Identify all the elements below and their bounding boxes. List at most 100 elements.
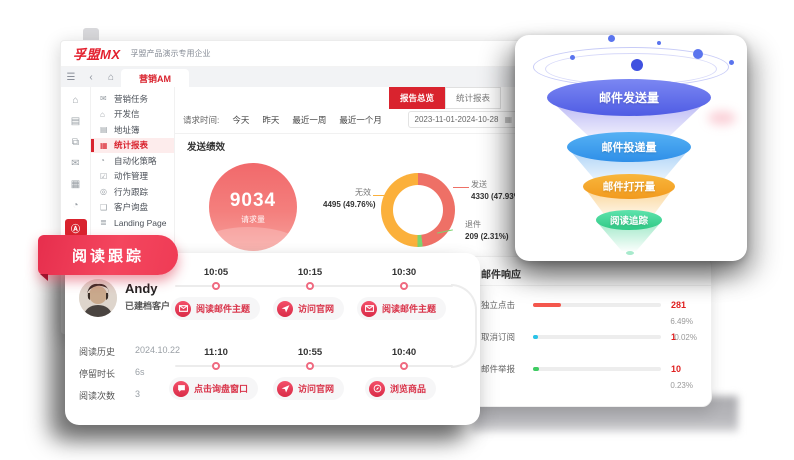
time-filter-row: 请求时间: 今天 昨天 最近一周 最近一个月 2023-11-01-2024-1… [183, 111, 519, 128]
action-pill-visit-site[interactable]: 访问官网 [273, 297, 345, 320]
email-funnel-card: 邮件发送量 邮件投递量 邮件打开量 阅读追踪 [515, 35, 747, 261]
timeline-time: 10:05 [203, 267, 229, 278]
timeline-node [306, 282, 314, 290]
org-name: 孚盟产品演示专用企业 [130, 49, 211, 58]
bubble-icon [608, 35, 615, 42]
mail-icon [175, 300, 191, 317]
timeline-node [212, 362, 220, 370]
back-icon[interactable]: ‹ [89, 71, 93, 83]
page-icon: ≣ [100, 218, 107, 228]
send-icon [277, 380, 293, 397]
metric-pct: 0.02% [674, 333, 697, 342]
app-logo: 孚盟MX [73, 47, 121, 62]
action-pill-read-mail[interactable]: 阅读邮件主题 [171, 297, 261, 320]
funnel-level-open: 邮件打开量 [583, 174, 675, 199]
action-pill-browse-products[interactable]: 浏览商品 [365, 377, 437, 400]
donut-label-invalid: 无效 4495 (49.76%) [323, 188, 376, 209]
nav-tab-marketing[interactable]: 营销AM [121, 69, 189, 87]
customer-name: Andy [125, 281, 158, 296]
metric-pct: 0.23% [670, 381, 693, 390]
sidebar-item-address-book[interactable]: ▤ 地址簿 [100, 124, 140, 135]
metric-bar [533, 303, 661, 307]
sidebar-item-automation[interactable]: ◔ 自动化策略 [100, 155, 157, 166]
mail-icon: ✉ [100, 94, 107, 104]
funnel-level-read: 阅读追踪 [596, 210, 662, 230]
sidebar-item-action-mgmt[interactable]: ☑ 动作管理 [100, 171, 149, 182]
timeline-time: 11:10 [204, 347, 228, 358]
sidebar-item-marketing-tasks[interactable]: ✉ 营销任务 [100, 93, 149, 104]
behavior-timeline: 10:05 10:15 10:30 阅读邮件主题 访问官网 阅读邮件主题 11:… [169, 253, 477, 425]
metric-row-report: 邮件举报 10 [481, 364, 682, 374]
mailbox-icon: ⌂ [100, 109, 105, 119]
funnel-level-deliver: 邮件投递量 [567, 132, 691, 162]
filter-today[interactable]: 今天 [232, 114, 250, 125]
clock-icon: ◔ [100, 156, 105, 166]
donut-label-bounce: 退件 209 (2.31%) [465, 220, 509, 241]
compass-rail-icon[interactable]: ◔ [72, 199, 79, 211]
chart-icon: ▦ [100, 140, 108, 150]
filter-last-week[interactable]: 最近一周 [292, 114, 327, 125]
chat-icon: ❑ [100, 202, 108, 212]
reading-tracking-ribbon: 阅读跟踪 [38, 235, 178, 281]
timeline-curve [451, 284, 477, 368]
request-volume-gauge: 9034 请求量 [209, 163, 297, 251]
request-volume-value: 9034 [229, 189, 277, 211]
reading-tracking-card: 阅读跟踪 Andy 已建档客户 阅读历史 2024.10.22 停留时长 6s 阅读… [38, 235, 480, 425]
section-title: 发送绩效 [187, 142, 226, 153]
report-overview-button[interactable]: 报告总览 [388, 87, 445, 109]
request-volume-label: 请求量 [241, 214, 265, 224]
send-result-donut [381, 173, 455, 247]
sidebar-item-stats-report[interactable]: ▦ 统计报表 [91, 137, 174, 153]
sidebar-item-inquiry[interactable]: ❑ 客户询盘 [100, 202, 149, 213]
marketing-rail-icon-active[interactable]: Ⓐ [64, 219, 87, 237]
book-icon: ▤ [100, 125, 108, 135]
metric-bar [533, 367, 661, 371]
sidebar-item-behavior-track[interactable]: ◎ 行为跟踪 [100, 186, 149, 197]
filter-label: 请求时间: [183, 114, 220, 125]
sidebar-menu: ✉ 营销任务 ⌂ 开发信 ▤ 地址簿 ▦ 统计报表 ◔ 自动化策略 ☑ 动作管理 ◎ 行为跟踪… [91, 87, 175, 334]
donut-label-send: 发送 4330 (47.93%) [471, 180, 524, 201]
app-topbar: 孚盟MX 孚盟产品演示专用企业 [61, 41, 529, 67]
action-pill-visit-site[interactable]: 访问官网 [273, 377, 345, 400]
field-read-history: 阅读历史 2024.10.22 [79, 345, 181, 357]
email-response-card: 邮件响应 独立点击 281 6.49% 取消订阅 1 0.02% 邮件举报 10… [462, 256, 712, 407]
avatar [79, 279, 117, 317]
contacts-rail-icon[interactable]: ▤ [70, 115, 81, 127]
metric-bar [533, 335, 661, 339]
archive-rail-icon[interactable]: ▦ [70, 178, 81, 190]
timeline-time: 10:40 [391, 347, 417, 358]
mail-rail-icon[interactable]: ✉ [71, 157, 80, 169]
metric-pct: 6.49% [670, 317, 693, 326]
action-pill-read-mail[interactable]: 阅读邮件主题 [357, 297, 447, 320]
home-rail-icon[interactable]: ⌂ [72, 94, 79, 106]
stats-report-button[interactable]: 统计报表 [444, 87, 501, 109]
org-rail-icon[interactable]: ⧉ [71, 136, 80, 148]
timeline-time: 10:30 [391, 267, 417, 278]
browse-icon [369, 380, 385, 397]
sidebar-item-landing-page[interactable]: ≣ Landing Page [100, 217, 167, 228]
metric-row-unsubscribe: 取消订阅 1 [481, 332, 677, 342]
timeline-time: 10:55 [297, 347, 323, 358]
field-read-count: 阅读次数 3 [79, 389, 141, 401]
sidebar-item-dev-letter[interactable]: ⌂ 开发信 [100, 109, 140, 120]
timeline-node [400, 362, 408, 370]
customer-type: 已建档客户 [125, 301, 171, 311]
date-range-picker[interactable]: 2023-11-01-2024-10-28 ▦ [407, 111, 519, 128]
home-icon[interactable]: ⌂ [107, 71, 115, 83]
menu-toggle-icon[interactable]: ☰ [66, 71, 76, 83]
send-icon [277, 300, 293, 317]
date-range-value: 2023-11-01-2024-10-28 [414, 115, 499, 124]
funnel-level-send: 邮件发送量 [547, 79, 711, 116]
check-icon: ☑ [100, 171, 108, 181]
chat-icon [173, 380, 189, 397]
calendar-icon: ▦ [504, 115, 512, 124]
timeline-node [306, 362, 314, 370]
action-pill-inquiry-click[interactable]: 点击询盘窗口 [169, 377, 259, 400]
response-card-title: 邮件响应 [481, 270, 521, 281]
report-content: 报告总览 统计报表 请求时间: 今天 昨天 最近一周 最近一个月 2023-11… [175, 87, 529, 334]
filter-yesterday[interactable]: 昨天 [262, 114, 280, 125]
timeline-node [400, 282, 408, 290]
filter-last-month[interactable]: 最近一个月 [339, 114, 382, 125]
target-icon: ◎ [100, 187, 107, 197]
decor-smudge [708, 111, 736, 125]
